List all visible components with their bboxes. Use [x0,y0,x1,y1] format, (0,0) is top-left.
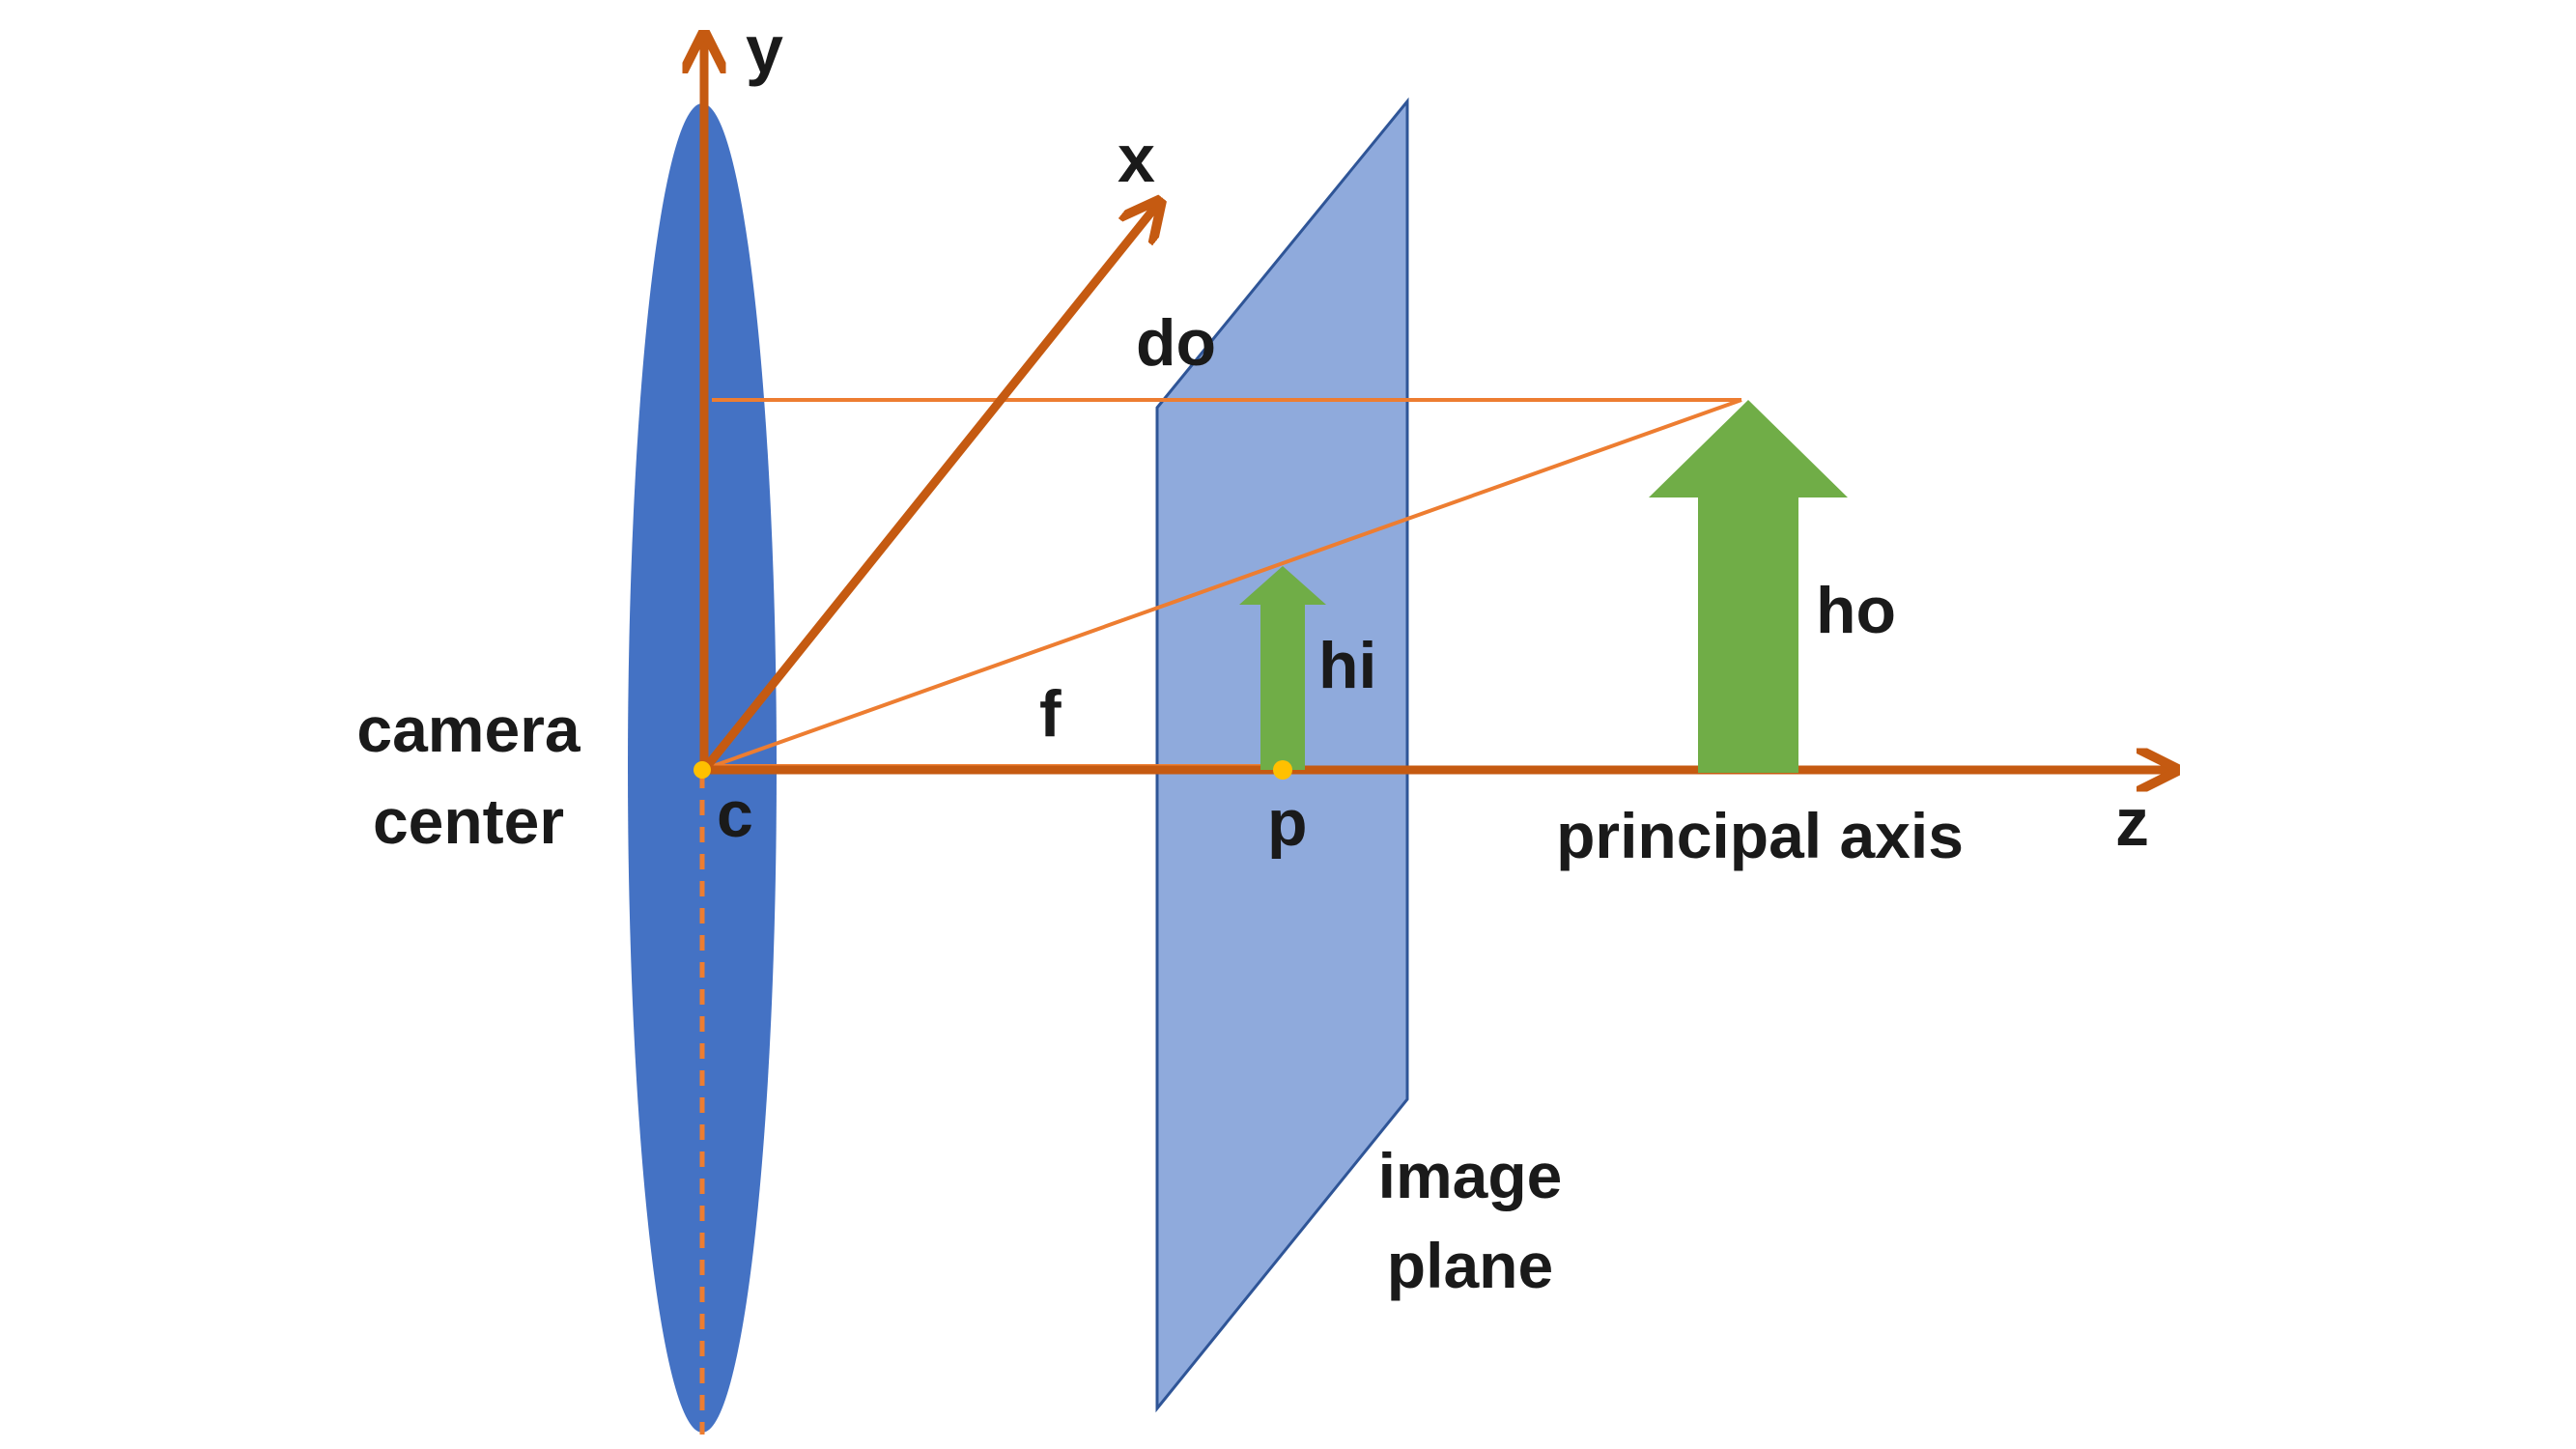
camera-center-label-line2: center [373,785,564,857]
image-height-arrow [1239,566,1326,770]
ray-through-center [701,398,1742,772]
object-height-arrow [1649,400,1848,773]
principal-axis-label: principal axis [1556,800,1964,871]
principal-point-label: p [1267,786,1308,860]
image-plane-label-line2: plane [1387,1230,1553,1301]
image-height-label: hi [1318,629,1376,702]
center-point-label: c [717,778,753,851]
object-height-label: ho [1816,574,1896,647]
image-plane-label-line1: image [1378,1140,1563,1211]
principal-point [1273,760,1292,780]
object-distance-label: do [1136,306,1216,380]
x-axis [700,205,1157,773]
focal-length-label: f [1039,677,1062,751]
camera-center-label-line1: camera [356,694,580,765]
camera-center-point [694,761,711,779]
x-axis-label: x [1118,121,1155,196]
z-axis-label: z [2115,784,2149,860]
y-axis-label: y [746,12,783,87]
